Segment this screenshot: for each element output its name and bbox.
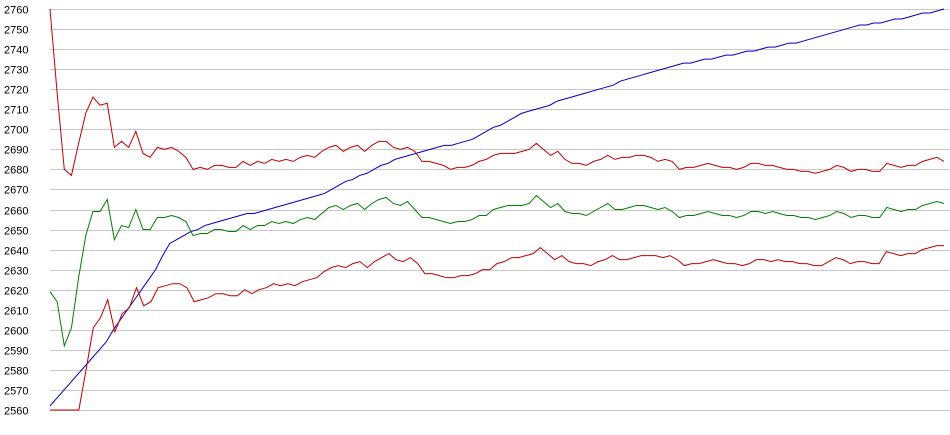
y-tick-label: 2570 — [4, 386, 28, 398]
y-tick-label: 2710 — [4, 105, 28, 117]
series-lines — [49, 8, 945, 411]
y-tick-label: 2750 — [4, 25, 28, 37]
y-tick-label: 2580 — [4, 366, 28, 378]
y-tick-label: 2720 — [4, 85, 28, 97]
series-line-1 — [49, 8, 945, 407]
series-line-4 — [50, 245, 944, 411]
y-tick-label: 2640 — [4, 246, 28, 258]
y-tick-label: 2730 — [4, 65, 28, 77]
y-tick-label: 2620 — [4, 286, 28, 298]
y-tick-label: 2700 — [4, 125, 28, 137]
y-tick-label: 2670 — [4, 185, 28, 197]
series-line-3 — [49, 194, 945, 348]
gridlines — [50, 9, 950, 411]
y-tick-label: 2680 — [4, 165, 28, 177]
y-tick-label: 2660 — [4, 206, 28, 218]
y-tick-label: 2740 — [4, 45, 28, 57]
y-tick-label: 2650 — [4, 226, 28, 238]
y-tick-label: 2590 — [4, 346, 28, 358]
y-axis-tick-labels: 2560 2570 2580 2590 2600 2610 2620 2630 2640 2650… — [4, 5, 28, 418]
y-tick-label: 2630 — [4, 266, 28, 278]
y-tick-label: 2610 — [4, 306, 28, 318]
y-tick-label: 2760 — [4, 5, 28, 17]
y-tick-label: 2690 — [4, 145, 28, 157]
y-tick-label: 2560 — [4, 406, 28, 418]
series-line-2 — [49, 8, 945, 177]
y-tick-label: 2600 — [4, 326, 28, 338]
